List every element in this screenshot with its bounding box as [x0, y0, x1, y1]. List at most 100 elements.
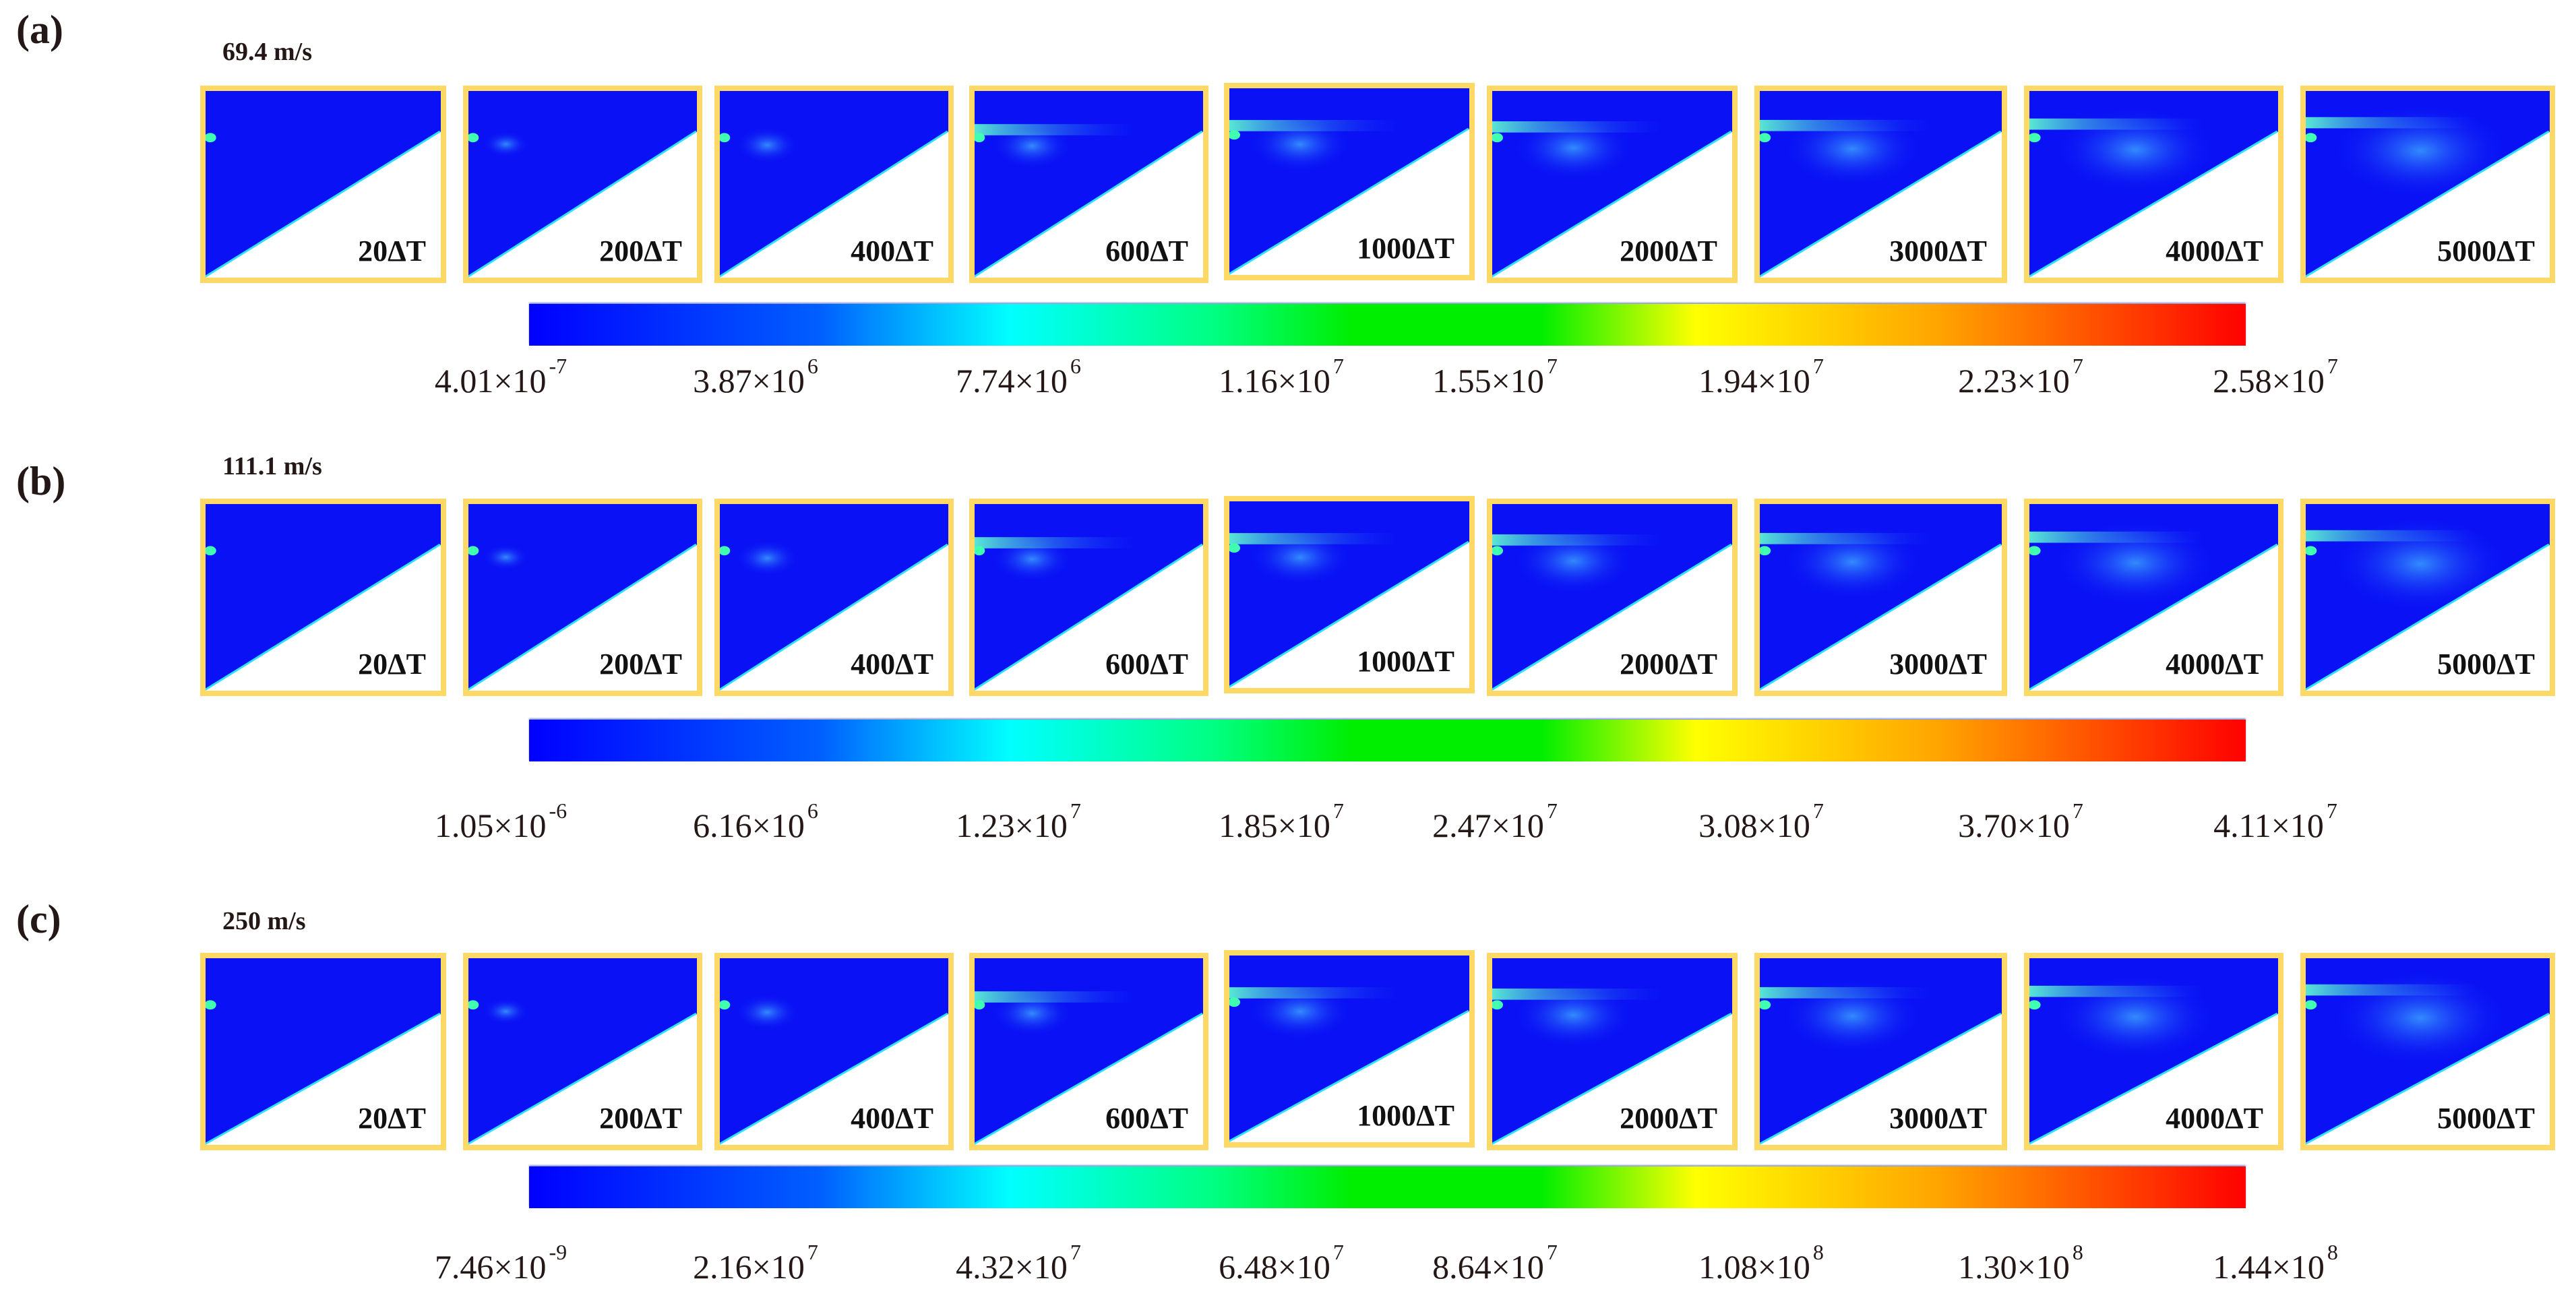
- colorbar-tick-label: 6.16×10 6: [693, 799, 818, 845]
- tick-times: ×10: [1014, 362, 1068, 400]
- tick-mantissa: 4.11: [2213, 807, 2271, 844]
- tick-exponent: 6: [1070, 354, 1081, 378]
- tick-times: ×10: [1014, 807, 1068, 844]
- tick-mantissa: 6.16: [693, 807, 752, 844]
- time-step-label: 2000ΔT: [1620, 234, 1717, 268]
- contour-plot: [1492, 958, 1732, 1145]
- contour-plot: [720, 958, 948, 1145]
- solid-wedge: [2029, 1014, 2278, 1145]
- time-step-label: 600ΔT: [1105, 234, 1188, 268]
- contour-frame: 2000ΔT: [1487, 953, 1738, 1150]
- inlet-spot: [2029, 133, 2041, 143]
- tick-exponent: 8: [1812, 1240, 1824, 1264]
- tick-exponent: -6: [549, 799, 568, 823]
- inlet-spot: [468, 133, 479, 143]
- contour-plot: [1760, 504, 2002, 691]
- tick-mantissa: 2.58: [2213, 362, 2272, 400]
- colorbar-tick-label: 2.16×10 7: [693, 1240, 818, 1286]
- colorbar: [529, 304, 2246, 346]
- jet-streak: [1760, 119, 1930, 131]
- inlet-spot: [2029, 546, 2041, 556]
- tick-mantissa: 1.08: [1698, 1248, 1758, 1286]
- colorbar-tick-label: 1.55×10 7: [1432, 354, 1558, 400]
- time-step-label: 5000ΔT: [2437, 1102, 2535, 1135]
- colorbar: [529, 720, 2246, 761]
- solid-wedge: [720, 1014, 948, 1145]
- solid-wedge: [468, 1014, 697, 1145]
- tick-exponent: 7: [1546, 1240, 1558, 1264]
- tick-times: ×10: [493, 362, 547, 400]
- tick-times: ×10: [1014, 1248, 1068, 1286]
- time-step-label: 4000ΔT: [2166, 648, 2263, 681]
- colorbar-tick-label: 1.30×10 8: [1958, 1240, 2083, 1286]
- time-step-label: 3000ΔT: [1889, 1102, 1987, 1135]
- contour-plot: [975, 91, 1203, 278]
- jet-streak: [2029, 985, 2204, 997]
- contour-plot: [2029, 91, 2278, 278]
- time-step-label: 200ΔT: [599, 1102, 682, 1135]
- time-step-label: 200ΔT: [599, 234, 682, 268]
- inlet-spot: [206, 1000, 216, 1010]
- tick-exponent: 6: [807, 799, 818, 823]
- contour-plot: [1760, 958, 2002, 1145]
- time-step-label: 20ΔT: [358, 648, 426, 681]
- time-step-label: 3000ΔT: [1889, 648, 1987, 681]
- inlet-spot: [975, 546, 985, 556]
- jet-streak: [1492, 121, 1661, 133]
- tick-mantissa: 3.70: [1958, 807, 2017, 844]
- colorbar-tick-label: 4.11×10 7: [2213, 799, 2337, 845]
- panel-label: (c): [16, 897, 61, 941]
- contour-plot: [2306, 958, 2550, 1145]
- colorbar-tick-label: 8.64×10 7: [1432, 1240, 1558, 1286]
- tick-times: ×10: [1757, 807, 1810, 844]
- tick-exponent: 7: [1812, 799, 1824, 823]
- colorbar-tick-label: 1.05×10 -6: [435, 799, 567, 845]
- jet-streak: [975, 991, 1135, 1003]
- inlet-spot: [720, 1000, 731, 1010]
- tick-times: ×10: [1277, 1248, 1330, 1286]
- colorbar-tick-label: 7.74×10 6: [956, 354, 1081, 400]
- colorbar-tick-label: 1.23×10 7: [956, 799, 1081, 845]
- time-step-label: 1000ΔT: [1357, 1099, 1454, 1132]
- tick-mantissa: 1.55: [1432, 362, 1492, 400]
- inlet-spot: [1229, 997, 1241, 1007]
- jet-streak: [1229, 987, 1398, 999]
- inlet-spot: [720, 133, 731, 143]
- jet-streak: [1229, 120, 1398, 131]
- vortex-blob: [483, 999, 528, 1024]
- tick-exponent: 7: [2327, 354, 2338, 378]
- contour-frame: 600ΔT: [969, 953, 1208, 1150]
- tick-mantissa: 3.08: [1698, 807, 1758, 844]
- contour-frame: 20ΔT: [200, 953, 446, 1150]
- vortex-blob: [736, 995, 799, 1030]
- colorbar-tick-label: 3.87×10 6: [693, 354, 818, 400]
- contour-frame: 200ΔT: [463, 953, 702, 1150]
- contour-frame: 4000ΔT: [2024, 499, 2283, 696]
- tick-exponent: 7: [1070, 1240, 1081, 1264]
- contour-plot: [468, 958, 697, 1145]
- tick-times: ×10: [2271, 807, 2324, 844]
- contour-frame: 4000ΔT: [2024, 953, 2283, 1150]
- colorbar-tick-label: 2.47×10 7: [1432, 799, 1558, 845]
- time-step-label: 1000ΔT: [1357, 232, 1454, 265]
- tick-times: ×10: [1277, 807, 1330, 844]
- time-step-label: 4000ΔT: [2166, 234, 2263, 268]
- colorbar: [529, 1166, 2246, 1208]
- tick-mantissa: 3.87: [693, 362, 752, 400]
- inlet-spot: [720, 546, 731, 556]
- contour-frame: 3000ΔT: [1754, 86, 2007, 283]
- jet-streak: [1229, 533, 1398, 544]
- inlet-spot: [468, 1000, 479, 1010]
- inlet-spot: [468, 546, 479, 556]
- solid-wedge: [206, 1014, 441, 1145]
- solid-wedge: [1760, 1014, 2002, 1145]
- time-step-label: 5000ΔT: [2437, 648, 2535, 681]
- time-step-label: 600ΔT: [1105, 1102, 1188, 1135]
- inlet-spot: [2306, 546, 2317, 556]
- time-step-label: 20ΔT: [358, 234, 426, 268]
- time-step-label: 4000ΔT: [2166, 1102, 2263, 1135]
- tick-mantissa: 2.16: [693, 1248, 752, 1286]
- contour-frame: 5000ΔT: [2300, 499, 2555, 696]
- tick-exponent: 7: [2326, 799, 2337, 823]
- contour-plot: [2029, 958, 2278, 1145]
